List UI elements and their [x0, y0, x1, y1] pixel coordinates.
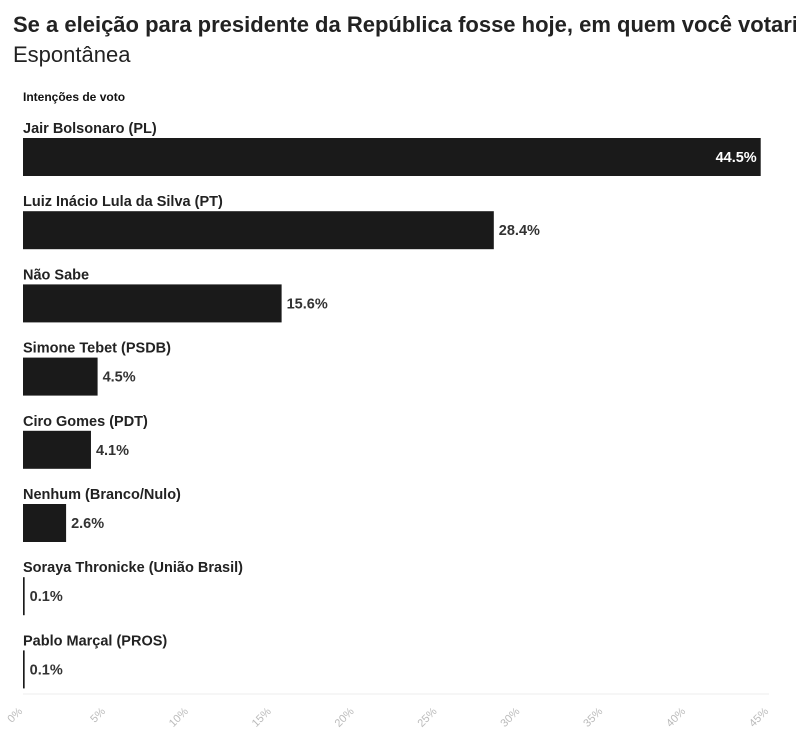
category-label: Simone Tebet (PSDB) [23, 341, 171, 357]
chart-title: Se a eleição para presidente da Repúblic… [13, 12, 796, 37]
x-tick-label: 45% [747, 705, 771, 729]
bar [23, 211, 494, 250]
chart-label: Intenções de voto [23, 90, 126, 104]
x-tick-label: 25% [416, 705, 440, 729]
value-label: 0.1% [30, 662, 63, 678]
value-label: 4.5% [103, 370, 136, 386]
category-label: Pablo Marçal (PROS) [23, 633, 167, 649]
category-label: Soraya Thronicke (União Brasil) [23, 560, 243, 576]
x-tick-label: 20% [333, 705, 357, 729]
x-tick-label: 5% [88, 705, 108, 725]
value-label: 0.1% [30, 589, 63, 605]
bar [23, 430, 91, 469]
category-label: Luiz Inácio Lula da Silva (PT) [23, 194, 223, 210]
category-label: Ciro Gomes (PDT) [23, 414, 148, 430]
x-tick-label: 30% [498, 705, 522, 729]
value-label: 44.5% [716, 150, 757, 166]
value-label: 15.6% [287, 296, 328, 312]
category-label: Nenhum (Branco/Nulo) [23, 487, 181, 503]
value-label: 28.4% [499, 223, 540, 239]
bar [23, 577, 25, 616]
bar [23, 504, 67, 542]
category-label: Não Sabe [23, 267, 89, 283]
x-tick-label: 0% [5, 705, 25, 725]
chart-subtitle: Espontânea [13, 42, 131, 67]
x-tick-label: 35% [581, 705, 605, 729]
bar [23, 138, 761, 176]
category-label: Jair Bolsonaro (PL) [23, 121, 157, 137]
bar [23, 650, 25, 689]
value-label: 4.1% [96, 443, 129, 459]
x-tick-label: 40% [664, 705, 688, 729]
value-label: 2.6% [71, 516, 104, 532]
bar [23, 357, 98, 396]
x-tick-label: 10% [167, 705, 191, 729]
x-tick-label: 15% [250, 705, 274, 729]
bar [23, 284, 282, 323]
